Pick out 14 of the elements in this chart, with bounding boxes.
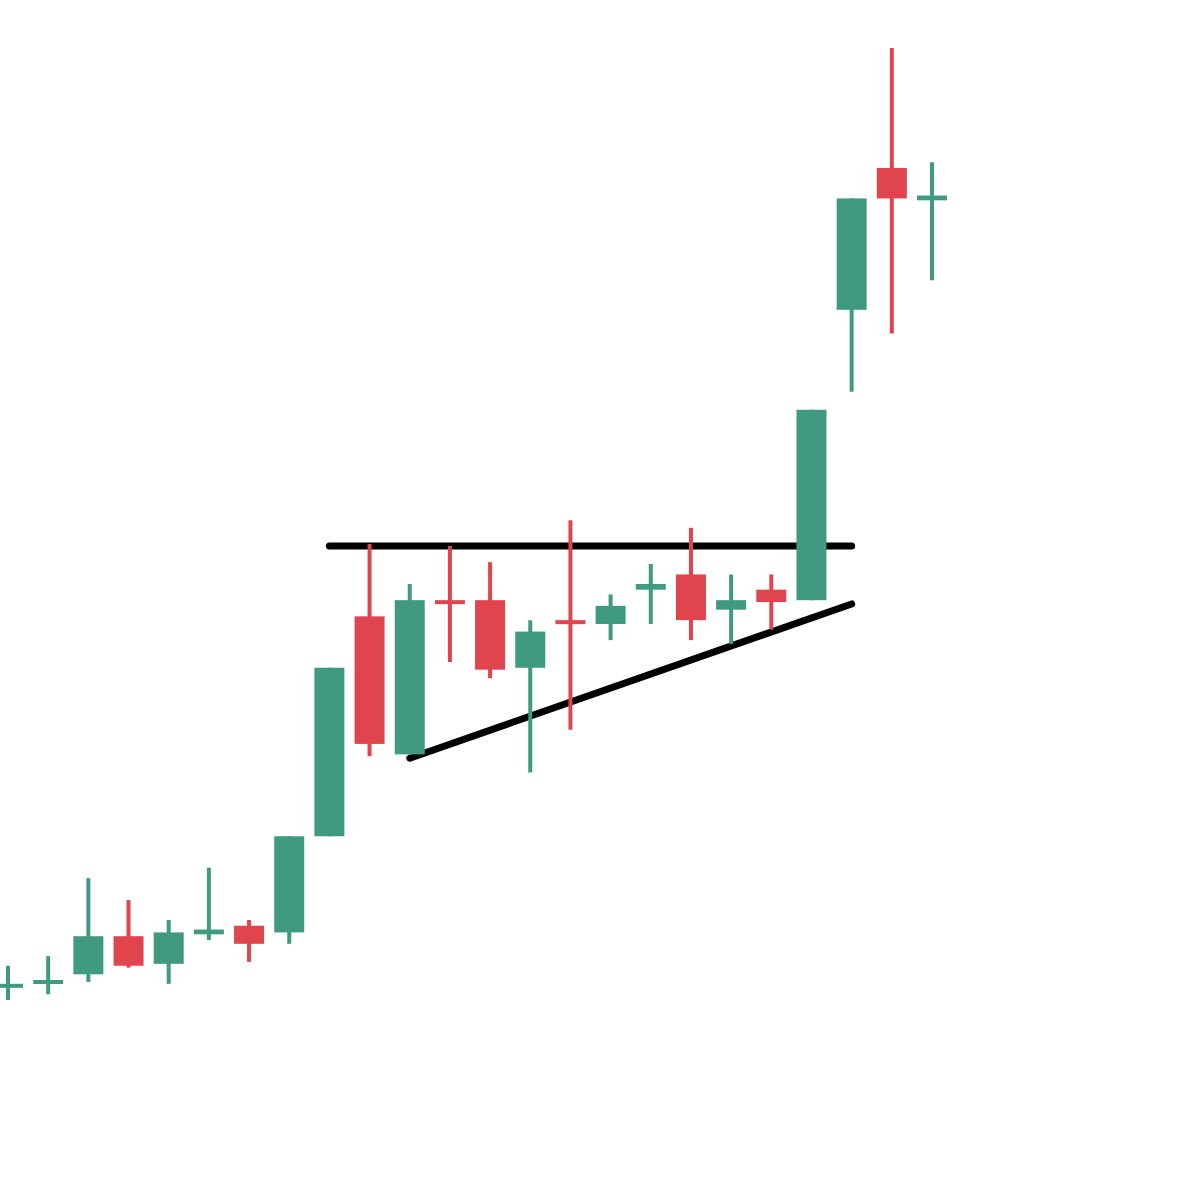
candlestick <box>555 518 586 732</box>
candlestick <box>234 918 265 964</box>
candlestick <box>595 592 626 643</box>
candlestick <box>756 572 787 632</box>
candlestick <box>73 876 104 984</box>
candlestick <box>675 525 706 643</box>
candlestick <box>153 918 184 986</box>
candlestick <box>635 561 666 626</box>
candlestick <box>33 954 64 997</box>
candlestick <box>876 46 907 336</box>
candlestick <box>716 572 747 646</box>
candlestick <box>434 543 465 665</box>
candlestick <box>113 898 144 970</box>
candlestick <box>515 618 546 775</box>
